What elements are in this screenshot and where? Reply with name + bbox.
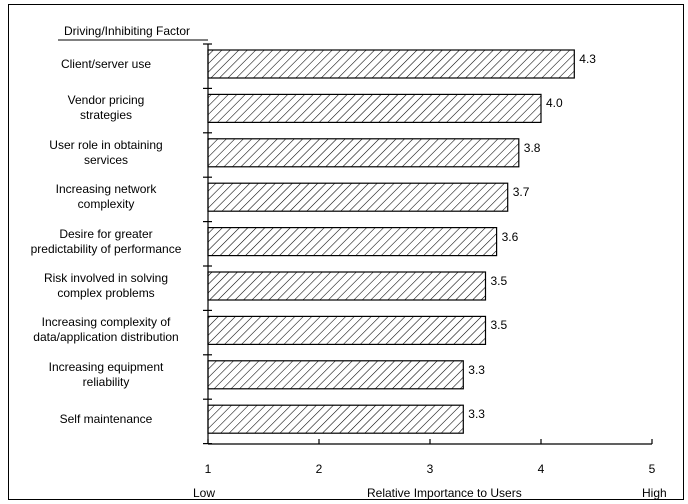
category-label-line: data/application distribution (33, 330, 179, 345)
category-label: Client/server use (12, 57, 200, 72)
category-header: Driving/Inhibiting Factor (64, 24, 191, 38)
bar (207, 182, 509, 212)
category-label: Increasing complexity of data/application… (12, 315, 200, 345)
category-label-line: Client/server use (60, 56, 152, 71)
bar-value-label: 3.5 (490, 318, 508, 333)
category-label-line: Increasing complexity of (41, 315, 171, 330)
x-tick-label: 3 (426, 462, 434, 476)
category-label-line: complexity (77, 197, 135, 212)
x-axis-label: Relative Importance to Users (367, 486, 522, 500)
bar (207, 93, 542, 124)
category-label-line: Increasing network (55, 182, 157, 197)
x-tick-label: 1 (204, 462, 212, 476)
bar-value-label: 4.0 (546, 96, 563, 111)
category-label: Increasing equipment reliability (12, 360, 200, 390)
category-label: Risk involved in solving complex problems (12, 271, 200, 301)
bar-value-label: 3.8 (523, 140, 541, 155)
category-label-line: Increasing equipment (48, 359, 164, 374)
bar-value-label: 3.6 (501, 229, 519, 244)
category-label-line: Vendor pricing (67, 93, 145, 108)
bar (207, 404, 464, 434)
category-label: Vendor pricing strategies (12, 93, 200, 123)
bar-value-label: 3.5 (490, 274, 508, 288)
bar-value-label: 3.7 (512, 185, 530, 200)
x-high-label: High (642, 486, 667, 500)
bar-value-label: 3.3 (468, 407, 485, 422)
bar (207, 360, 464, 390)
category-label-line: complex problems (57, 286, 155, 300)
bar-value-label: 4.3 (579, 52, 596, 66)
category-label: Desire for greater predictability of perf… (12, 227, 200, 257)
bar-value-label: 3.3 (468, 362, 485, 377)
bar (207, 271, 487, 301)
category-label-line: predictability of performance (30, 241, 182, 256)
bar (207, 227, 498, 257)
x-tick-label: 4 (537, 462, 545, 476)
category-label-line: Desire for greater (59, 226, 153, 241)
bar (207, 138, 520, 168)
category-label-line: strategies (79, 108, 133, 123)
x-low-label: Low (193, 486, 216, 500)
category-label: Increasing network complexity (12, 182, 200, 212)
category-label-line: services (83, 152, 128, 167)
category-label-line: Risk involved in solving (43, 271, 169, 285)
bar (207, 315, 487, 345)
category-label: User role in obtaining services (12, 138, 200, 168)
category-label-line: Self maintenance (59, 411, 153, 426)
bar (207, 49, 575, 79)
x-tick-label: 5 (648, 462, 656, 476)
category-label-line: reliability (82, 374, 130, 389)
x-tick-label: 2 (315, 462, 323, 476)
category-label-line: User role in obtaining (49, 137, 163, 152)
category-label: Self maintenance (12, 412, 200, 427)
